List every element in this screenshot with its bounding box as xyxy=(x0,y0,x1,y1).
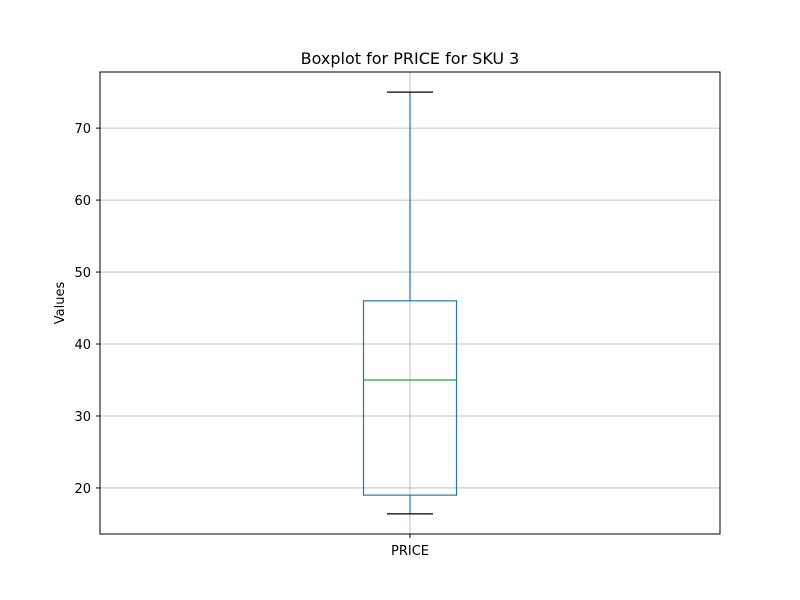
axis-ticks: 20 30 40 50 60 70 PRICE xyxy=(74,122,429,559)
y-tick-label: 50 xyxy=(74,266,91,281)
y-tick-label: 70 xyxy=(74,122,91,137)
iqr-box xyxy=(362,300,458,496)
y-tick-label: 30 xyxy=(74,410,91,425)
chart-title: Boxplot for PRICE for SKU 3 xyxy=(301,49,520,68)
y-tick-label: 40 xyxy=(74,338,91,353)
y-axis-label: Values xyxy=(53,282,68,325)
box-plot xyxy=(362,91,458,515)
x-tick-label: PRICE xyxy=(391,544,429,559)
y-tick-label: 20 xyxy=(74,482,91,497)
y-tick-label: 60 xyxy=(74,194,91,209)
